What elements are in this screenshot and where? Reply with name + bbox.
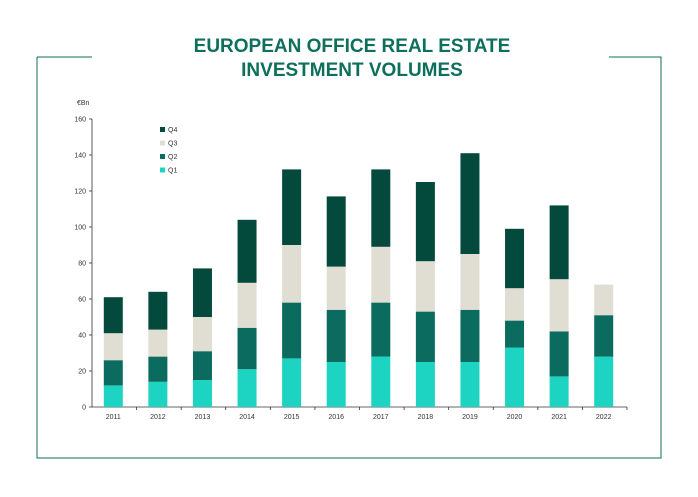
bar-segment-q2 [282,302,302,359]
y-tick-label: 40 [78,333,86,340]
bar-segment-q1 [594,356,614,407]
y-tick-label: 0 [82,405,86,412]
y-axis-unit-label: €Bn [77,100,90,107]
bar-segment-q4 [282,169,302,245]
bar-segment-q3 [237,282,257,328]
bar-segment-q4 [103,297,123,334]
x-tick-label: 2013 [195,414,211,421]
bar-segment-q2 [148,356,168,382]
bar-segment-q3 [594,284,614,316]
bar-segment-q2 [505,320,525,348]
legend-swatch-q4 [160,127,165,132]
x-tick-label: 2011 [106,414,121,421]
bar-segment-q1 [371,356,391,407]
bar-segment-q2 [192,351,212,380]
legend-swatch-q3 [160,140,165,146]
frame-border [36,56,662,459]
legend-label-q2: Q2 [168,154,177,161]
bar-segment-q3 [371,246,391,303]
y-tick-label: 160 [74,117,86,124]
legend-label-q4: Q4 [168,127,177,134]
bar-segment-q4 [460,153,480,254]
legend-label-q3: Q3 [168,141,177,148]
x-tick-label: 2019 [462,414,478,421]
bar-segment-q1 [103,385,123,407]
bar-segment-q1 [415,362,435,407]
bar-segment-q4 [192,268,212,317]
chart-title-line-2: INVESTMENT VOLUMES [241,60,463,81]
bar-segment-q4 [371,169,391,247]
bar-segment-q2 [326,309,346,362]
x-tick-label: 2018 [418,414,434,421]
y-tick-label: 140 [74,153,86,160]
bar-segment-q3 [505,288,525,321]
bar-segment-q4 [237,219,257,283]
y-tick-label: 60 [78,297,86,304]
x-tick-label: 2015 [284,414,300,421]
x-tick-label: 2022 [596,414,612,421]
legend-swatch-q1 [160,167,165,173]
bar-segment-q4 [505,228,525,289]
bar-segment-q3 [326,266,346,310]
bar-segment-q4 [415,182,435,262]
bar-segment-q2 [549,331,569,377]
bar-segment-q3 [192,317,212,352]
bar-segment-q4 [326,196,346,267]
y-tick-label: 80 [78,261,86,268]
x-tick-label: 2021 [551,414,567,421]
x-tick-label: 2020 [507,414,523,421]
bar-segment-q2 [237,327,257,370]
bar-segment-q1 [460,362,480,407]
bar-segment-q3 [103,333,123,361]
x-tick-label: 2012 [150,414,166,421]
bar-segment-q2 [371,302,391,357]
bar-segment-q1 [326,362,346,407]
chart-title-line-1: EUROPEAN OFFICE REAL ESTATE [194,36,511,57]
plot-area: 0 20 40 60 80 100 120 140 160 2011 2012 2013 2014 201… [74,117,628,421]
bar-segment-q4 [549,205,569,280]
legend-swatch-q2 [160,154,165,159]
bar-segment-q3 [460,254,480,310]
y-tick-label: 120 [74,189,86,196]
bar-segment-q1 [282,358,302,407]
bar-segment-q1 [192,380,212,407]
bar-segment-q1 [505,347,525,407]
legend-label-q1: Q1 [168,168,177,175]
bar-segment-q4 [148,291,168,330]
bar-segment-q1 [237,369,257,407]
bar-segment-q2 [594,315,614,357]
bar-segment-q2 [103,360,123,386]
bar-segment-q3 [148,329,168,357]
bar-segment-q3 [415,261,435,312]
x-tick-label: 2017 [373,414,389,421]
bar-segment-q3 [549,279,569,332]
bar-segment-q2 [460,309,480,362]
y-tick-label: 20 [78,369,86,376]
bar-segment-q1 [549,376,569,407]
bar-segment-q3 [282,245,302,303]
x-tick-label: 2014 [239,414,255,421]
bar-segment-q1 [148,381,168,407]
bar-segment-q2 [415,311,435,362]
x-tick-label: 2016 [328,414,344,421]
y-tick-label: 100 [74,225,86,232]
